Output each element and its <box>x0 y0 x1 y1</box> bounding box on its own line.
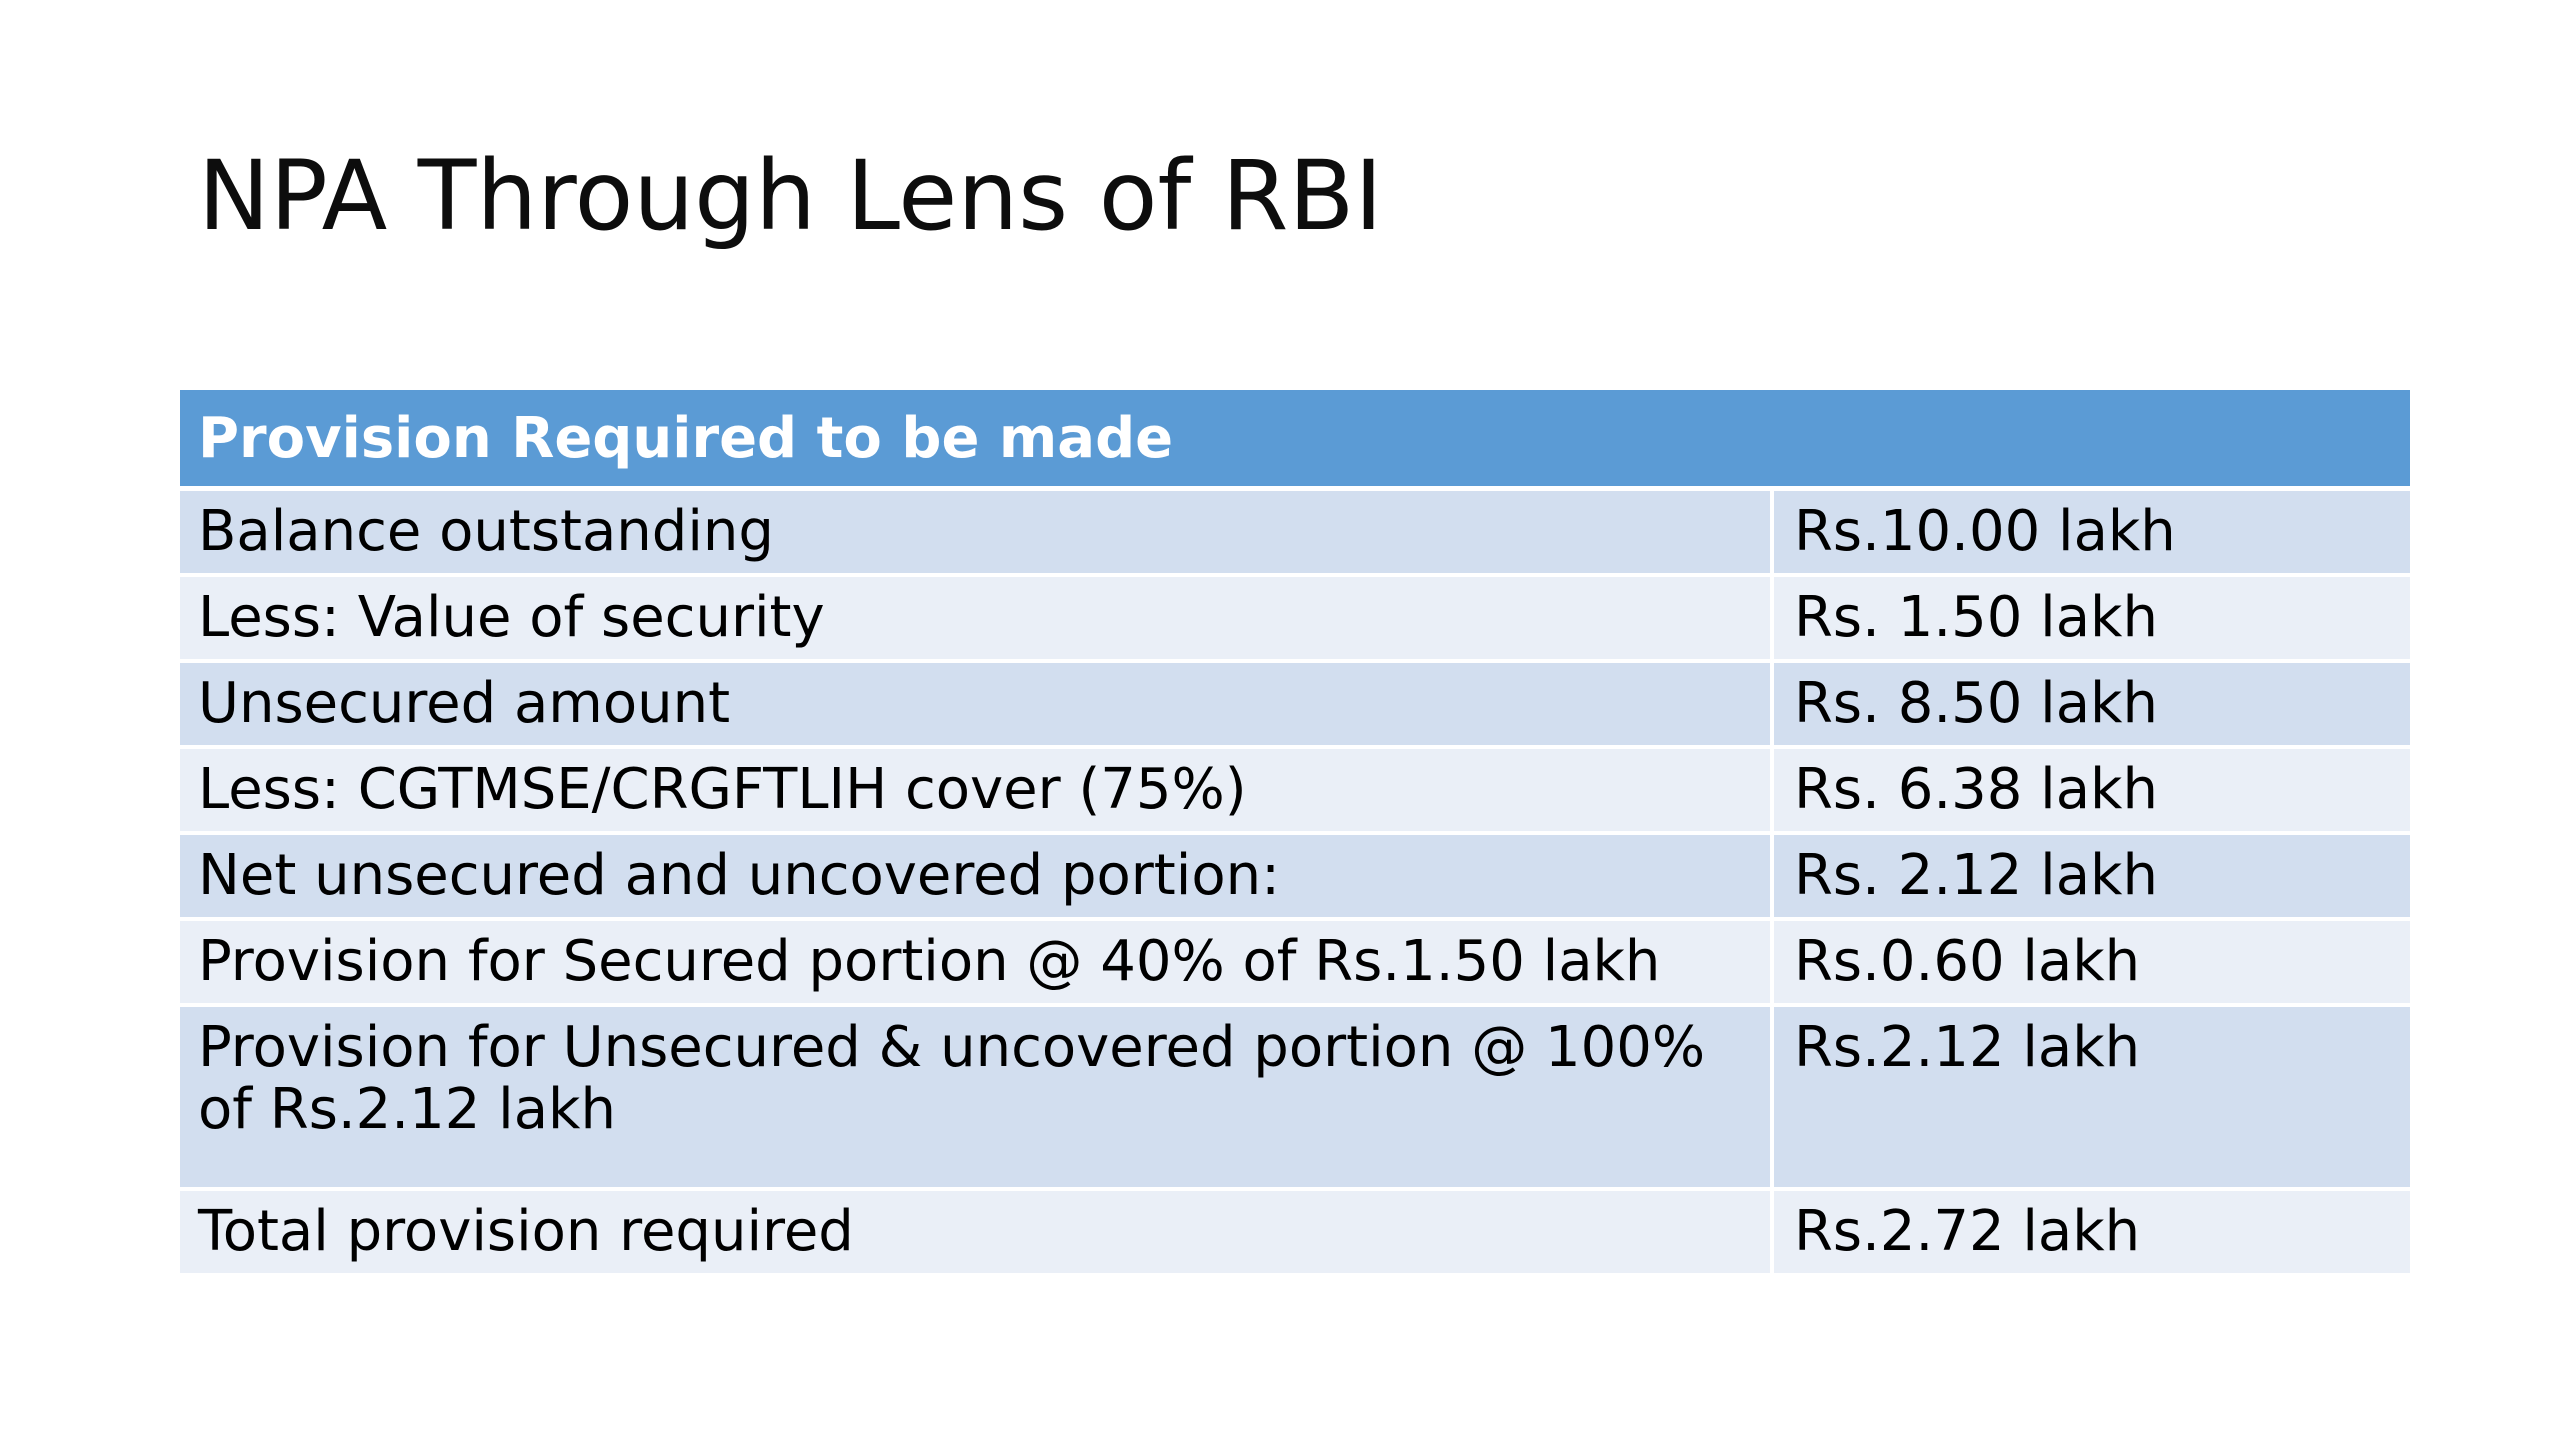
slide-title: NPA Through Lens of RBI <box>198 140 1383 252</box>
table-row: Provision for Unsecured & uncovered port… <box>180 1003 2411 1189</box>
row-label: Balance outstanding <box>180 486 1772 575</box>
table-row: Less: Value of security Rs. 1.50 lakh <box>180 573 2411 661</box>
row-amount: Rs. 8.50 lakh <box>1769 659 2411 747</box>
table-row: Less: CGTMSE/CRGFTLIH cover (75%) Rs. 6.… <box>180 745 2411 833</box>
row-label: Less: CGTMSE/CRGFTLIH cover (75%) <box>180 745 1772 833</box>
row-label: Net unsecured and uncovered portion: <box>180 831 1772 919</box>
row-amount: Rs.10.00 lakh <box>1769 486 2411 575</box>
table-row: Unsecured amount Rs. 8.50 lakh <box>180 659 2411 747</box>
row-amount: Rs. 2.12 lakh <box>1769 831 2411 919</box>
table-header-row: Provision Required to be made <box>180 390 2411 491</box>
row-label: Unsecured amount <box>180 659 1772 747</box>
table-row: Total provision required Rs.2.72 lakh <box>180 1187 2411 1273</box>
row-label: Total provision required <box>180 1187 1772 1273</box>
row-label: Provision for Unsecured & uncovered port… <box>180 1003 1772 1189</box>
row-label: Less: Value of security <box>180 573 1772 661</box>
table-row: Balance outstanding Rs.10.00 lakh <box>180 486 2411 575</box>
row-amount: Rs. 6.38 lakh <box>1769 745 2411 833</box>
provision-table: Provision Required to be made Balance ou… <box>180 390 2411 1273</box>
table-header: Provision Required to be made <box>180 390 2411 491</box>
row-amount: Rs.0.60 lakh <box>1769 917 2411 1005</box>
row-amount: Rs. 1.50 lakh <box>1769 573 2411 661</box>
row-label: Provision for Secured portion @ 40% of R… <box>180 917 1772 1005</box>
table-row: Net unsecured and uncovered portion: Rs.… <box>180 831 2411 919</box>
table-row: Provision for Secured portion @ 40% of R… <box>180 917 2411 1005</box>
row-amount: Rs.2.72 lakh <box>1769 1187 2411 1273</box>
row-amount: Rs.2.12 lakh <box>1769 1003 2411 1189</box>
